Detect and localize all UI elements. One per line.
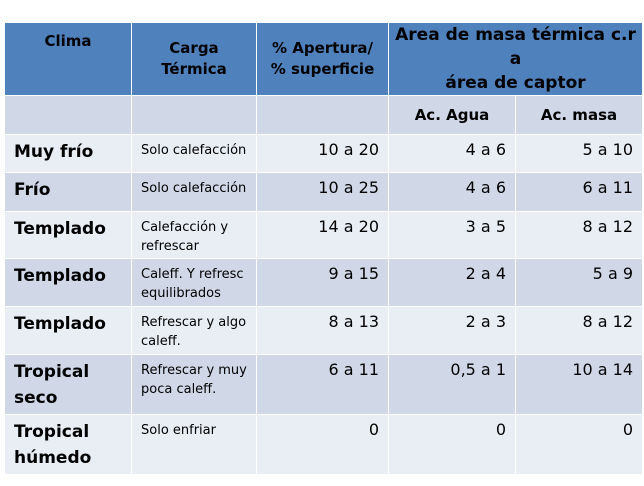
cell-masa: 5 a 10 [514,134,644,173]
carga-line1: Solo calefacción [141,181,247,196]
header-masa-line2: área de captor [445,73,586,93]
carga-line1: Refrescar y algo [141,315,247,330]
cell-clima: Muy frío [4,134,132,173]
cell-agua: 2 a 4 [388,258,516,307]
cell-masa: 6 a 11 [514,172,644,212]
clima-line1: Templado [14,314,106,334]
cell-masa: 0 [514,414,644,475]
header-carga: Carga Térmica [131,22,257,96]
clima-line1: Templado [14,266,106,286]
cell-agua: 2 a 3 [388,306,516,355]
cell-apertura: 9 a 15 [256,258,389,307]
clima-line2: seco [14,388,58,408]
cell-apertura: 14 a 20 [256,211,389,259]
clima-line1: Frío [14,180,51,200]
clima-line1: Templado [14,219,106,239]
subheader-empty-2 [131,95,257,135]
clima-line2: húmedo [14,448,92,468]
cell-carga: Solo enfriar [131,414,257,475]
cell-apertura: 10 a 20 [256,134,389,173]
subheader-empty-1 [4,95,132,135]
cell-apertura: 8 a 13 [256,306,389,355]
carga-line2: equilibrados [141,286,221,301]
subheader-agua: Ac. Agua [388,95,516,135]
header-masa-termica: Area de masa térmica c.r a área de capto… [387,22,644,96]
subheader-row: Ac. Agua Ac. masa [4,95,644,135]
table-row: Muy frío Solo calefacción 10 a 20 4 a 6 … [4,134,644,173]
header-apertura: % Apertura/ % superficie [256,22,389,96]
table-row: Templado Refrescar y algo caleff. 8 a 13… [4,306,644,355]
carga-line1: Refrescar y muy [141,363,247,378]
clima-line1: Tropical [14,362,90,382]
cell-carga: Calefacción y refrescar [131,211,257,259]
cell-carga: Refrescar y algo caleff. [131,306,257,355]
header-carga-line1: Carga [169,39,219,57]
header-clima-text: Clima [44,32,92,50]
cell-clima: Tropical húmedo [4,414,132,475]
carga-line2: refrescar [141,239,199,254]
header-apertura-line1: % Apertura/ [271,39,373,57]
header-row: Clima Carga Térmica % Apertura/ % superf… [4,22,644,96]
table-row: Tropical húmedo Solo enfriar 0 0 0 [4,414,644,475]
cell-carga: Caleff. Y refresc equilibrados [131,258,257,307]
cell-agua: 0 [388,414,516,475]
cell-apertura: 6 a 11 [256,354,389,415]
cell-agua: 4 a 6 [388,172,516,212]
carga-line1: Calefacción y [141,220,229,235]
header-masa-line1: Area de masa térmica c.r a [395,25,636,69]
subheader-masa: Ac. masa [514,95,644,135]
cell-masa: 8 a 12 [514,211,644,259]
cell-clima: Frío [4,172,132,212]
cell-clima: Templado [4,211,132,259]
carga-line1: Caleff. Y refresc [141,267,244,282]
cell-clima: Templado [4,258,132,307]
cell-agua: 0,5 a 1 [388,354,516,415]
clima-line1: Tropical [14,422,90,442]
cell-carga: Solo calefacción [131,134,257,173]
cell-apertura: 10 a 25 [256,172,389,212]
table-row: Tropical seco Refrescar y muy poca calef… [4,354,644,415]
carga-line2: poca caleff. [141,382,217,397]
cell-agua: 4 a 6 [388,134,516,173]
cell-apertura: 0 [256,414,389,475]
carga-line1: Solo calefacción [141,143,247,158]
table-row: Templado Caleff. Y refresc equilibrados … [4,258,644,307]
header-carga-line2: Térmica [161,60,227,78]
subheader-empty-3 [256,95,389,135]
table-row: Templado Calefacción y refrescar 14 a 20… [4,211,644,259]
cell-carga: Refrescar y muy poca caleff. [131,354,257,415]
cell-masa: 10 a 14 [514,354,644,415]
header-apertura-line2: % superficie [270,60,375,78]
cell-clima: Templado [4,306,132,355]
cell-clima: Tropical seco [4,354,132,415]
header-clima: Clima [4,22,132,96]
carga-line2: caleff. [141,334,181,349]
table-row: Frío Solo calefacción 10 a 25 4 a 6 6 a … [4,172,644,212]
clima-line1: Muy frío [14,142,94,162]
carga-line1: Solo enfriar [141,423,216,438]
cell-masa: 8 a 12 [514,306,644,355]
climate-table: Clima Carga Térmica % Apertura/ % superf… [4,22,644,475]
cell-agua: 3 a 5 [388,211,516,259]
cell-masa: 5 a 9 [514,258,644,307]
cell-carga: Solo calefacción [131,172,257,212]
